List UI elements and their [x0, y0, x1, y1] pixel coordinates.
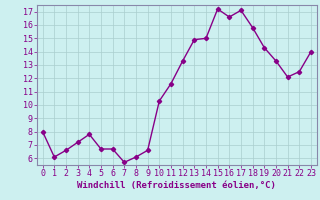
X-axis label: Windchill (Refroidissement éolien,°C): Windchill (Refroidissement éolien,°C)	[77, 181, 276, 190]
